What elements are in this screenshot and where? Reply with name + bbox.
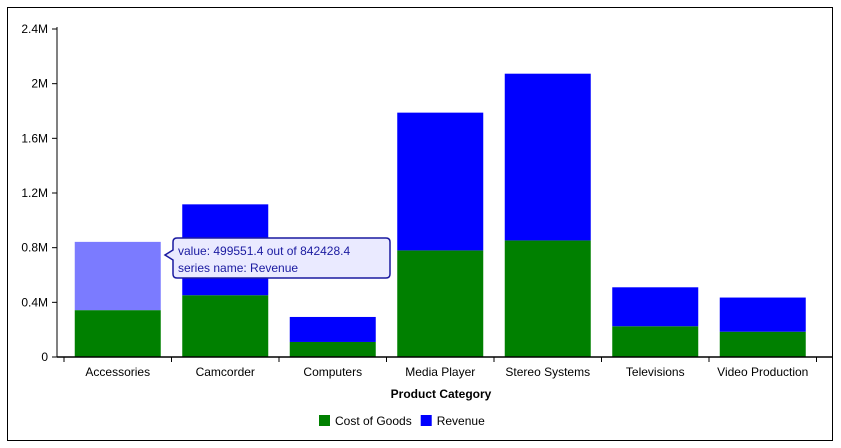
- bar-cost-of-goods-computers[interactable]: [289, 341, 376, 357]
- x-tick-label: Computers: [303, 365, 362, 379]
- y-tick-label: 1.6M: [21, 131, 48, 145]
- y-axis: 0 0.4M 0.8M 1.2M 1.6M 2M 2.4M: [21, 22, 58, 364]
- x-tick-label: Stereo Systems: [505, 365, 590, 379]
- y-tick-label: 1.2M: [21, 186, 48, 200]
- legend-swatch: [420, 415, 432, 426]
- bar-revenue-video-production[interactable]: [719, 297, 806, 332]
- bar-cost-of-goods-accessories[interactable]: [74, 310, 161, 357]
- bar-revenue-computers[interactable]: [289, 316, 376, 342]
- bar-cost-of-goods-video-production[interactable]: [719, 331, 806, 357]
- y-tick-label: 0.4M: [21, 295, 48, 309]
- x-tick-label: Camcorder: [196, 365, 255, 379]
- legend-label: Cost of Goods: [335, 414, 412, 428]
- bar-cost-of-goods-media-player[interactable]: [397, 250, 484, 357]
- tooltip-line-2: series name: Revenue: [178, 261, 298, 275]
- bar-cost-of-goods-camcorder[interactable]: [182, 295, 269, 357]
- bar-revenue-media-player[interactable]: [397, 112, 484, 251]
- y-tick-label: 2M: [31, 77, 48, 91]
- tooltip-line-1: value: 499551.4 out of 842428.4: [178, 244, 350, 258]
- bar-revenue-stereo-systems[interactable]: [504, 73, 591, 241]
- legend: Cost of Goods Revenue: [319, 414, 485, 428]
- x-axis: Accessories Camcorder Computers Media Playe…: [57, 356, 832, 379]
- y-tick-label: 0: [41, 350, 48, 364]
- y-tick-label: 2.4M: [21, 22, 48, 36]
- bar-revenue-accessories[interactable]: [74, 241, 161, 311]
- x-tick-label: Televisions: [626, 365, 685, 379]
- x-tick-label: Media Player: [405, 365, 475, 379]
- bar-cost-of-goods-stereo-systems[interactable]: [504, 240, 591, 357]
- x-tick-label: Accessories: [85, 365, 150, 379]
- tooltip-box: [163, 237, 391, 279]
- legend-swatch: [319, 415, 330, 426]
- x-tick-label: Video Production: [717, 365, 808, 379]
- legend-label: Revenue: [437, 414, 485, 428]
- bar-cost-of-goods-televisions[interactable]: [612, 326, 699, 357]
- x-axis-title: Product Category: [391, 387, 492, 401]
- bars: [74, 73, 806, 357]
- bar-revenue-televisions[interactable]: [612, 287, 699, 327]
- y-tick-label: 0.8M: [21, 241, 48, 255]
- tooltip: value: 499551.4 out of 842428.4 series n…: [163, 237, 391, 279]
